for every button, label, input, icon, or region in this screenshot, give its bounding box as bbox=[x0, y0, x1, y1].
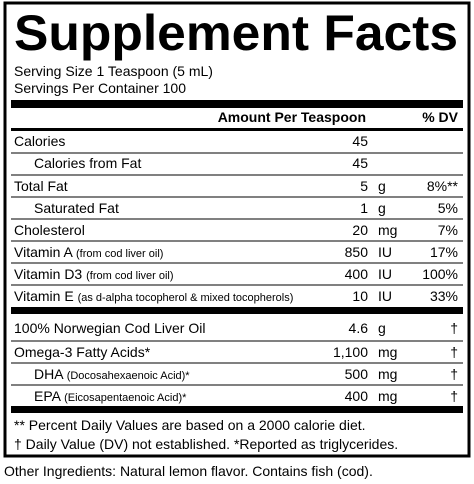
nutrient-name: Calories from Fat bbox=[34, 155, 141, 171]
nutrient-note: (Eicosapentaenoic Acid)* bbox=[64, 392, 187, 404]
nutrient-name: Calories bbox=[14, 133, 65, 149]
nutrient-name: DHA bbox=[34, 366, 64, 382]
daily-value: † bbox=[450, 366, 458, 382]
other-ingredients: Other Ingredients: Natural lemon flavor.… bbox=[4, 463, 373, 479]
nutrient-note: (from cod liver oil) bbox=[86, 270, 173, 282]
nutrient-name: Calories from Fat bbox=[34, 155, 141, 171]
amount: 400 bbox=[345, 388, 369, 404]
header-dv: % DV bbox=[422, 109, 458, 125]
thick-bar bbox=[11, 100, 463, 108]
amount: 45 bbox=[352, 155, 368, 171]
unit: mg bbox=[378, 388, 397, 404]
amount: 10 bbox=[352, 288, 368, 304]
nutrient-name: 100% Norwegian Cod Liver Oil bbox=[14, 320, 205, 336]
nutrient-name: Vitamin D3 bbox=[14, 266, 82, 282]
header-bar bbox=[11, 128, 463, 131]
nutrient-name: Total Fat bbox=[14, 178, 68, 194]
amount: 1,100 bbox=[333, 344, 368, 360]
nutrient-name: Omega-3 Fatty Acids* bbox=[14, 344, 151, 360]
nutrient-name: EPA bbox=[34, 388, 62, 404]
amount: 4.6 bbox=[349, 320, 369, 336]
amount: 400 bbox=[345, 266, 369, 282]
amount: 45 bbox=[352, 133, 368, 149]
unit: IU bbox=[378, 288, 392, 304]
label-border bbox=[3, 1, 471, 458]
nutrient-name: Cholesterol bbox=[14, 222, 85, 238]
nutrient-name: Omega-3 Fatty Acids* bbox=[14, 344, 151, 360]
unit: IU bbox=[378, 266, 392, 282]
nutrient-name: Saturated Fat bbox=[34, 200, 119, 216]
daily-value: † bbox=[450, 344, 458, 360]
unit: mg bbox=[378, 344, 397, 360]
nutrient-name: Vitamin E (as d-alpha tocopherol & mixed… bbox=[14, 288, 293, 304]
nutrient-name: Vitamin A (from cod liver oil) bbox=[14, 244, 163, 260]
nutrient-name: Saturated Fat bbox=[34, 200, 119, 216]
thick-bar bbox=[11, 307, 463, 314]
nutrient-name: Vitamin D3 (from cod liver oil) bbox=[14, 266, 174, 282]
nutrient-name: Vitamin A bbox=[14, 244, 74, 260]
daily-value: 33% bbox=[430, 288, 458, 304]
nutrient-note: (Docosahexaenoic Acid)* bbox=[67, 370, 191, 382]
daily-value: 5% bbox=[438, 200, 458, 216]
footnote: † Daily Value (DV) not established. *Rep… bbox=[14, 436, 398, 452]
amount: 5 bbox=[360, 178, 368, 194]
amount: 850 bbox=[345, 244, 369, 260]
unit: g bbox=[378, 320, 386, 336]
daily-value: 100% bbox=[422, 266, 458, 282]
daily-value: 7% bbox=[438, 222, 458, 238]
unit: g bbox=[378, 200, 386, 216]
amount: 20 bbox=[352, 222, 368, 238]
title: Supplement Facts bbox=[14, 5, 458, 61]
nutrient-name: DHA (Docosahexaenoic Acid)* bbox=[34, 366, 190, 382]
serving-size: Serving Size 1 Teaspoon (5 mL) bbox=[14, 63, 213, 79]
daily-value: † bbox=[450, 388, 458, 404]
amount: 500 bbox=[345, 366, 369, 382]
servings-per-container: Servings Per Container 100 bbox=[14, 80, 186, 96]
amount: 1 bbox=[360, 200, 368, 216]
nutrient-name: Cholesterol bbox=[14, 222, 85, 238]
unit: mg bbox=[378, 366, 397, 382]
header-amount: Amount Per Teaspoon bbox=[218, 109, 366, 125]
nutrient-note: (as d-alpha tocopherol & mixed tocophero… bbox=[78, 292, 294, 304]
daily-value: 17% bbox=[430, 244, 458, 260]
daily-value: † bbox=[450, 320, 458, 336]
nutrient-name: EPA (Eicosapentaenoic Acid)* bbox=[34, 388, 187, 404]
nutrient-name: Vitamin E bbox=[14, 288, 74, 304]
nutrient-note: (from cod liver oil) bbox=[76, 248, 163, 260]
unit: mg bbox=[378, 222, 397, 238]
nutrient-name: Total Fat bbox=[14, 178, 68, 194]
nutrient-name: Calories bbox=[14, 133, 65, 149]
unit: g bbox=[378, 178, 386, 194]
unit: IU bbox=[378, 244, 392, 260]
thick-bar bbox=[11, 406, 463, 413]
nutrient-name: 100% Norwegian Cod Liver Oil bbox=[14, 320, 205, 336]
daily-value: 8%** bbox=[427, 178, 459, 194]
footnote: ** Percent Daily Values are based on a 2… bbox=[14, 417, 366, 433]
